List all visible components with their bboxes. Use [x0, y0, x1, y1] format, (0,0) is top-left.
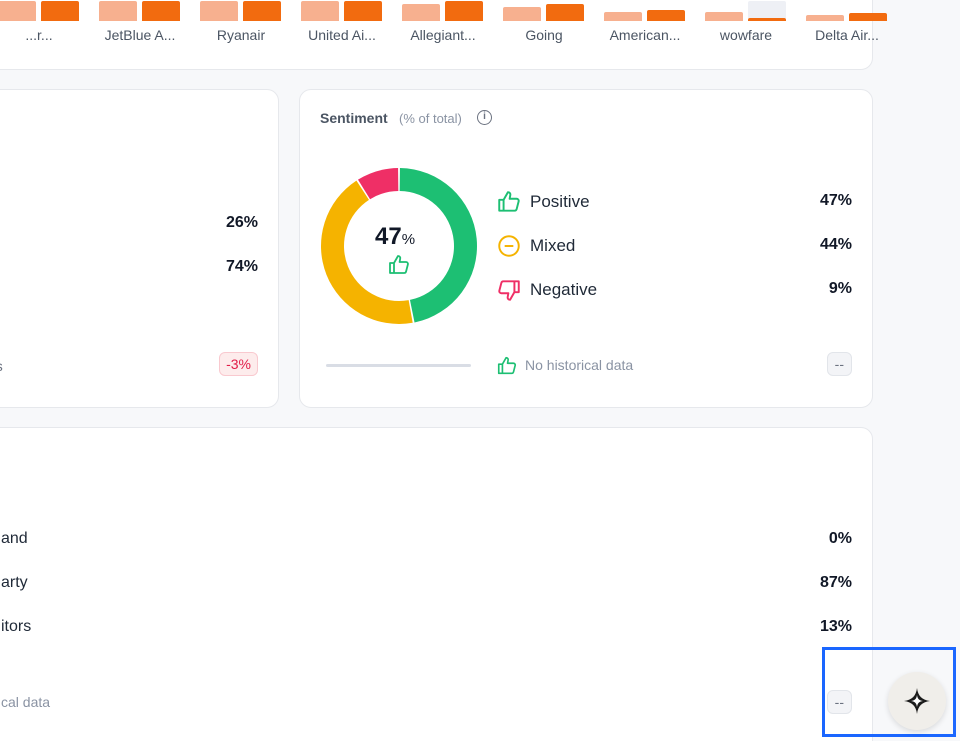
- sentiment-donut-chart: [321, 168, 477, 324]
- legend-label: Positive: [530, 192, 590, 211]
- legend-value: 9%: [828, 280, 852, 297]
- bar-light: [0, 1, 36, 21]
- legend-value: 44%: [819, 236, 852, 253]
- bar-label: Going: [525, 27, 563, 43]
- highlight-box: [822, 647, 956, 737]
- thumbs-down-icon: [496, 277, 522, 308]
- metric-value-1: 26%: [225, 214, 258, 231]
- bar-light: [503, 7, 541, 21]
- bar-group: [705, 1, 787, 21]
- change-badge: -3%: [219, 352, 258, 376]
- legend-value: 47%: [819, 192, 852, 209]
- row-label: itors: [1, 618, 32, 635]
- history-badge: --: [826, 690, 852, 714]
- info-icon[interactable]: i: [477, 110, 492, 125]
- bar-light: [604, 12, 642, 21]
- sparkline: [326, 364, 471, 367]
- bar-label: Delta Air...: [815, 27, 879, 43]
- bar-group: [604, 1, 686, 21]
- bar-light: [301, 1, 339, 21]
- bar-group: [99, 1, 181, 21]
- bar-dark: [142, 1, 180, 21]
- bar-dark: [647, 10, 685, 21]
- bar-group: [301, 1, 383, 21]
- legend-label: Negative: [530, 280, 598, 299]
- bar-label: American...: [609, 27, 681, 43]
- bar-light: [99, 1, 137, 21]
- bar-light: [402, 4, 440, 21]
- competitor-bar-chart-card: ...r... JetBlue A... Ryanair United Ai... Al…: [0, 0, 887, 70]
- card-title: Sentiment: [320, 110, 388, 126]
- row-value: 87%: [819, 574, 852, 591]
- bar-dark: [445, 1, 483, 21]
- bar-group: [806, 1, 888, 21]
- bar-group: [402, 1, 484, 21]
- bar-group: [0, 1, 80, 21]
- history-text: cal data: [1, 694, 51, 710]
- bottom-metric-card: and 0% arty 87% itors 13% cal data --: [0, 427, 873, 741]
- assistant-button[interactable]: [888, 672, 946, 730]
- row-value: 0%: [828, 530, 852, 547]
- row-label: and: [1, 530, 28, 547]
- history-text: No historical data: [525, 357, 634, 373]
- bar-label: Allegiant...: [410, 27, 476, 43]
- bar-dark: [546, 4, 584, 21]
- bar-label: United Ai...: [308, 27, 376, 43]
- thumbs-up-icon: [496, 189, 522, 220]
- sentiment-card: Sentiment (% of total) i 47% Positive 47…: [299, 89, 873, 408]
- history-badge: --: [826, 352, 852, 376]
- legend-label: Mixed: [530, 236, 576, 255]
- bar-light: [705, 12, 743, 21]
- bar-label: ...r...: [25, 27, 53, 43]
- bar-label: wowfare: [719, 27, 773, 43]
- bar-group: [503, 1, 585, 21]
- bar-label: Ryanair: [216, 27, 266, 43]
- bar-dark: [243, 1, 281, 21]
- bar-track: [748, 1, 786, 21]
- card-subtitle: (% of total): [399, 111, 462, 126]
- thumbs-up-icon: [387, 253, 411, 282]
- left-metric-card: 26% 74% ays -3%: [0, 89, 279, 408]
- row-label: arty: [1, 574, 28, 591]
- donut-slice-negative[interactable]: [357, 168, 399, 200]
- bar-dark: [748, 18, 786, 21]
- bar-dark: [849, 13, 887, 21]
- donut-center-value: 47%: [375, 223, 416, 250]
- sparkle-icon: [904, 688, 930, 714]
- row-value: 13%: [819, 618, 852, 635]
- bar-label: JetBlue A...: [104, 27, 176, 43]
- bar-light: [200, 1, 238, 21]
- donut-slice-positive[interactable]: [399, 168, 477, 323]
- bar-dark: [41, 1, 79, 21]
- bar-light: [806, 15, 844, 21]
- minus-circle-icon: [496, 233, 522, 264]
- thumbs-up-icon: [496, 355, 518, 382]
- donut-slice-mixed[interactable]: [321, 180, 413, 324]
- bar-dark: [344, 1, 382, 21]
- metric-value-2: 74%: [225, 258, 258, 275]
- history-label: ays: [0, 358, 3, 374]
- bar-group: [200, 1, 282, 21]
